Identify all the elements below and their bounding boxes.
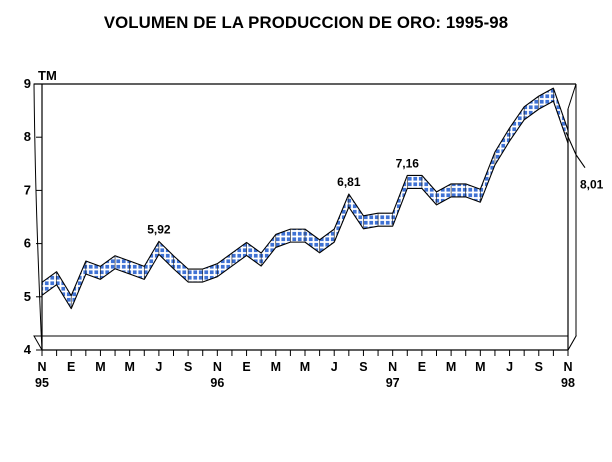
svg-text:VOLUMEN DE LA PRODUCCION DE O: VOLUMEN DE LA PRODUCCION DE ORO: 1995-98 xyxy=(104,13,508,32)
svg-text:5,92: 5,92 xyxy=(147,222,171,236)
svg-text:6: 6 xyxy=(24,236,31,251)
svg-text:M: M xyxy=(271,360,281,374)
svg-text:96: 96 xyxy=(210,376,224,390)
svg-text:95: 95 xyxy=(35,376,49,390)
svg-text:7: 7 xyxy=(24,182,31,197)
svg-text:M: M xyxy=(475,360,485,374)
svg-text:E: E xyxy=(242,360,250,374)
svg-text:5: 5 xyxy=(24,289,31,304)
svg-text:S: S xyxy=(535,360,543,374)
svg-text:98: 98 xyxy=(561,376,575,390)
svg-text:8: 8 xyxy=(24,129,31,144)
svg-text:N: N xyxy=(213,360,222,374)
svg-text:S: S xyxy=(359,360,367,374)
svg-text:N: N xyxy=(37,360,46,374)
svg-text:N: N xyxy=(388,360,397,374)
svg-text:S: S xyxy=(184,360,192,374)
svg-text:M: M xyxy=(300,360,310,374)
svg-text:97: 97 xyxy=(386,376,400,390)
svg-text:N: N xyxy=(563,360,572,374)
svg-text:8,01: 8,01 xyxy=(580,178,604,192)
svg-text:M: M xyxy=(124,360,134,374)
svg-text:M: M xyxy=(95,360,105,374)
svg-text:6,81: 6,81 xyxy=(337,175,361,189)
svg-text:7,16: 7,16 xyxy=(396,156,420,170)
svg-text:J: J xyxy=(331,360,338,374)
svg-text:E: E xyxy=(67,360,75,374)
svg-text:TM: TM xyxy=(38,68,57,83)
svg-text:E: E xyxy=(418,360,426,374)
svg-text:J: J xyxy=(506,360,513,374)
svg-text:9: 9 xyxy=(24,76,31,91)
svg-text:J: J xyxy=(155,360,162,374)
svg-text:4: 4 xyxy=(24,342,32,357)
svg-text:M: M xyxy=(446,360,456,374)
